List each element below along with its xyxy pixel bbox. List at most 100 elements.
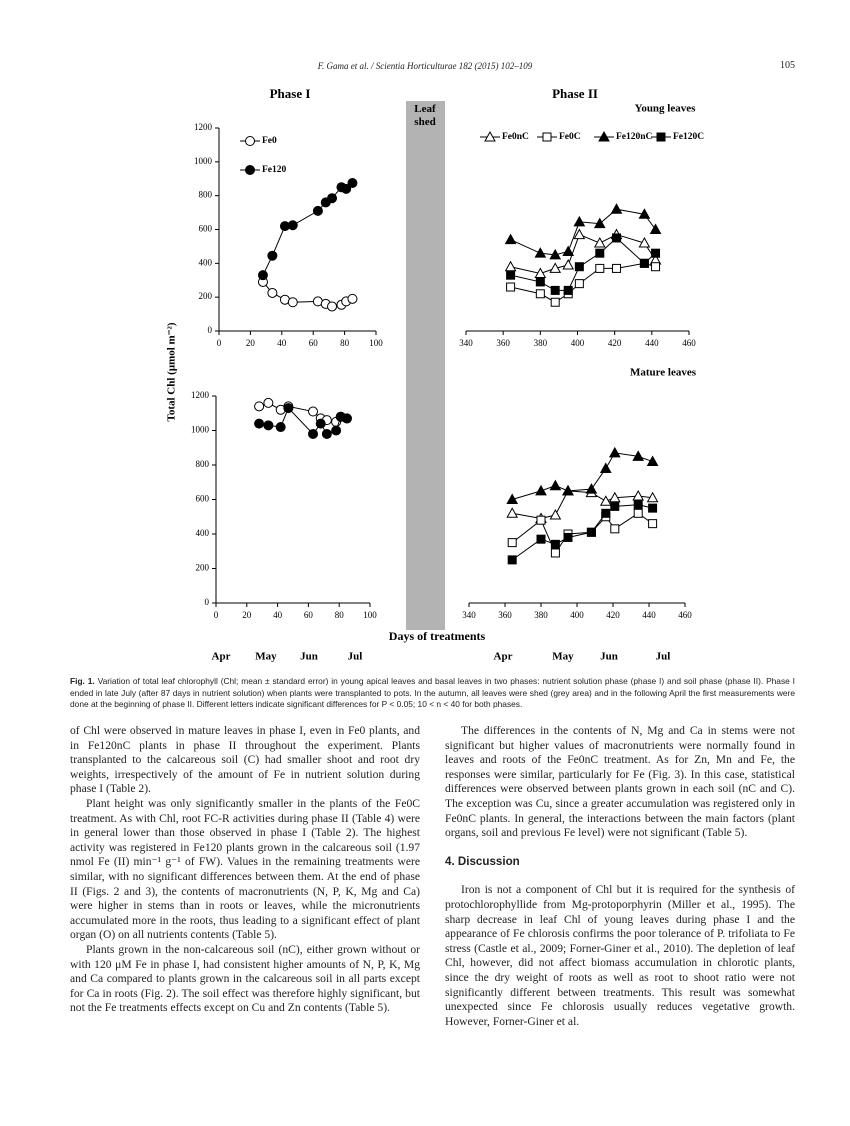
paragraph: Plant height was only significantly smal…: [70, 796, 420, 942]
data-point: [550, 539, 560, 549]
data-point: [599, 462, 612, 473]
data-point: [507, 538, 517, 548]
x-tick-label: 20: [242, 610, 252, 620]
x-tick-label: 360: [496, 338, 510, 348]
y-tick-label: 200: [196, 563, 210, 573]
data-point: [321, 428, 332, 439]
left-column: of Chl were observed in mature leaves in…: [70, 724, 420, 1016]
legend-label: Fe0nC: [502, 132, 529, 142]
data-point: [534, 247, 547, 258]
x-tick-label: 0: [217, 338, 222, 348]
x-tick-label: 80: [335, 610, 345, 620]
data-point: [347, 177, 358, 188]
data-point: [536, 515, 546, 525]
x-tick-label: 360: [498, 610, 512, 620]
panel-title: Young leaves: [635, 103, 697, 115]
y-tick-label: 1000: [191, 425, 210, 435]
data-point: [638, 208, 651, 219]
data-point: [574, 262, 584, 272]
x-tick-label: 60: [304, 610, 314, 620]
x-tick-label: 460: [682, 338, 696, 348]
data-point: [536, 534, 546, 544]
legend-marker: [656, 132, 666, 142]
data-point: [562, 484, 574, 496]
page-number: 105: [780, 60, 795, 71]
x-tick-label: 400: [571, 338, 585, 348]
paragraph: Plants grown in the non-calcareous soil …: [70, 942, 420, 1015]
month-label: May: [255, 651, 277, 663]
month-label: May: [552, 651, 574, 663]
series-line: [512, 452, 653, 500]
data-point: [649, 223, 662, 234]
data-point: [639, 258, 649, 268]
data-point: [549, 262, 562, 273]
legend-label: Fe0C: [559, 132, 581, 142]
y-tick-label: 600: [199, 224, 213, 234]
series-line: [259, 407, 348, 435]
data-point: [632, 450, 645, 461]
data-point: [562, 258, 575, 270]
leaf-shed-area: [406, 101, 445, 630]
data-point: [573, 215, 586, 227]
x-tick-label: 340: [462, 610, 476, 620]
data-point: [327, 193, 338, 204]
y-tick-label: 400: [199, 257, 213, 267]
figure: Phase I Phase II Leaf shed Total Chl (μmo…: [166, 86, 705, 663]
x-tick-label: 440: [642, 610, 656, 620]
data-point: [593, 237, 606, 248]
x-tick-label: 400: [570, 610, 584, 620]
leaf-shed-label: Leaf shed: [414, 103, 436, 128]
data-point: [287, 297, 298, 308]
x-tick-label: 460: [678, 610, 692, 620]
data-point: [651, 248, 661, 258]
y-tick-label: 800: [199, 190, 213, 200]
data-point: [327, 301, 338, 312]
data-point: [563, 285, 573, 295]
data-point: [601, 508, 611, 518]
month-label: Apr: [494, 651, 513, 663]
month-label: Jun: [300, 651, 318, 663]
data-point: [610, 203, 623, 214]
caption: Fig. 1. Variation of total leaf chloroph…: [70, 676, 795, 711]
legend-label: Fe120C: [673, 132, 704, 142]
x-tick-label: 40: [273, 610, 283, 620]
running-title: F. Gama et al. / Scientia Horticulturae …: [317, 61, 533, 71]
data-point: [550, 297, 560, 307]
data-point: [506, 507, 519, 518]
data-point: [341, 413, 352, 424]
data-point: [549, 508, 562, 520]
data-point: [562, 245, 575, 256]
x-tick-label: 420: [608, 338, 622, 348]
data-point: [595, 263, 605, 273]
data-point: [610, 524, 620, 534]
caption-label: Fig. 1.: [70, 676, 95, 686]
data-point: [612, 233, 622, 243]
data-point: [254, 401, 265, 412]
paragraph: The differences in the contents of N, Mg…: [445, 724, 795, 840]
month-label: Jul: [656, 651, 671, 663]
y-tick-label: 1200: [191, 390, 210, 400]
y-tick-label: 0: [205, 597, 210, 607]
data-point: [507, 555, 517, 565]
data-point: [573, 228, 586, 240]
data-point: [599, 495, 612, 506]
data-point: [535, 277, 545, 287]
paragraph: of Chl were observed in mature leaves in…: [70, 724, 420, 796]
data-point: [312, 205, 323, 216]
x-tick-label: 100: [369, 338, 383, 348]
series-line: [511, 512, 653, 555]
x-tick-label: 80: [340, 338, 350, 348]
x-tick-label: 380: [534, 338, 548, 348]
data-point: [535, 484, 547, 496]
series-line: [262, 182, 353, 276]
data-point: [632, 490, 645, 501]
x-tick-label: 380: [534, 610, 548, 620]
data-point: [275, 422, 286, 433]
legend-label: Fe120: [262, 165, 287, 175]
panel-title: Mature leaves: [630, 367, 697, 379]
data-point: [287, 220, 298, 231]
data-point: [263, 420, 274, 431]
data-point: [648, 519, 658, 529]
x-tick-label: 100: [363, 610, 377, 620]
data-point: [651, 262, 661, 272]
